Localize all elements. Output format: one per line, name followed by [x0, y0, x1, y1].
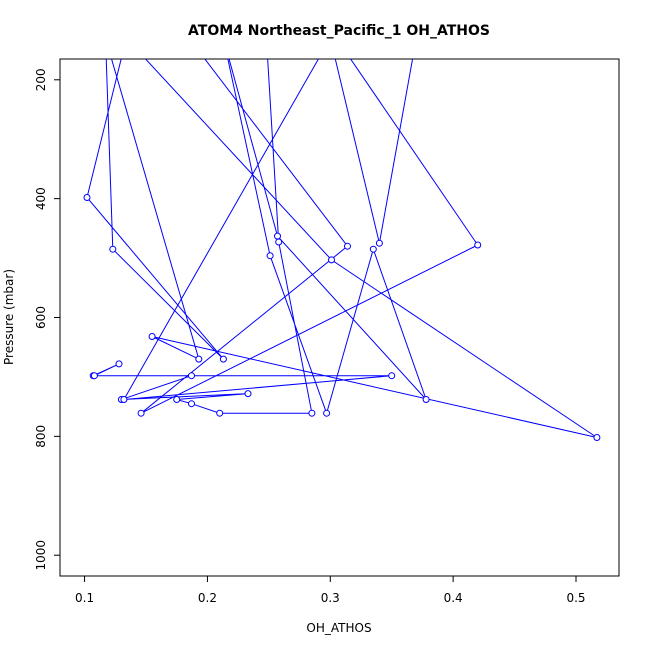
- x-tick-label: 0.2: [198, 591, 217, 605]
- y-tick-label: 400: [34, 187, 48, 210]
- chart-title: ATOM4 Northeast_Pacific_1 OH_ATHOS: [188, 23, 490, 39]
- data-point: [173, 396, 181, 403]
- data-point: [266, 252, 274, 260]
- data-point: [388, 372, 396, 380]
- data-point: [344, 242, 351, 250]
- data-point: [474, 241, 482, 249]
- data-point: [219, 355, 227, 363]
- data-point: [195, 355, 203, 363]
- data-point: [375, 239, 383, 247]
- data-point: [109, 245, 117, 253]
- data-point: [328, 256, 335, 264]
- data-point: [115, 360, 123, 368]
- x-axis-label: OH_ATHOS: [306, 621, 371, 635]
- data-point: [275, 238, 283, 246]
- data-point: [274, 232, 281, 240]
- data-point: [216, 409, 224, 417]
- x-tick-label: 0.5: [566, 591, 585, 605]
- y-tick-label: 200: [34, 68, 48, 91]
- data-point: [369, 245, 377, 253]
- x-tick-label: 0.1: [75, 591, 94, 605]
- data-point: [422, 396, 430, 403]
- series-line: [86, 59, 598, 438]
- x-tick-label: 0.3: [321, 591, 340, 605]
- data-point: [308, 409, 316, 417]
- x-tick-label: 0.4: [444, 591, 463, 605]
- x-axis: 0.1 0.2 0.3 0.4 0.5: [75, 575, 586, 605]
- data-point: [120, 396, 128, 403]
- data-point: [83, 194, 91, 201]
- data-point: [137, 409, 145, 417]
- data-point: [90, 372, 98, 380]
- y-tick-label: 1000: [34, 540, 48, 571]
- plot-frame: [59, 58, 620, 577]
- series-layer: [83, 59, 601, 441]
- data-point: [593, 434, 601, 441]
- data-point: [323, 409, 331, 417]
- y-axis-label: Pressure (mbar): [2, 269, 16, 365]
- data-point: [188, 372, 195, 380]
- y-tick-label: 800: [34, 425, 48, 448]
- data-point: [148, 333, 156, 340]
- y-tick-label: 600: [34, 306, 48, 329]
- y-axis: 200 400 600 800 1000: [34, 68, 61, 571]
- data-point: [244, 390, 252, 398]
- data-point: [188, 400, 195, 408]
